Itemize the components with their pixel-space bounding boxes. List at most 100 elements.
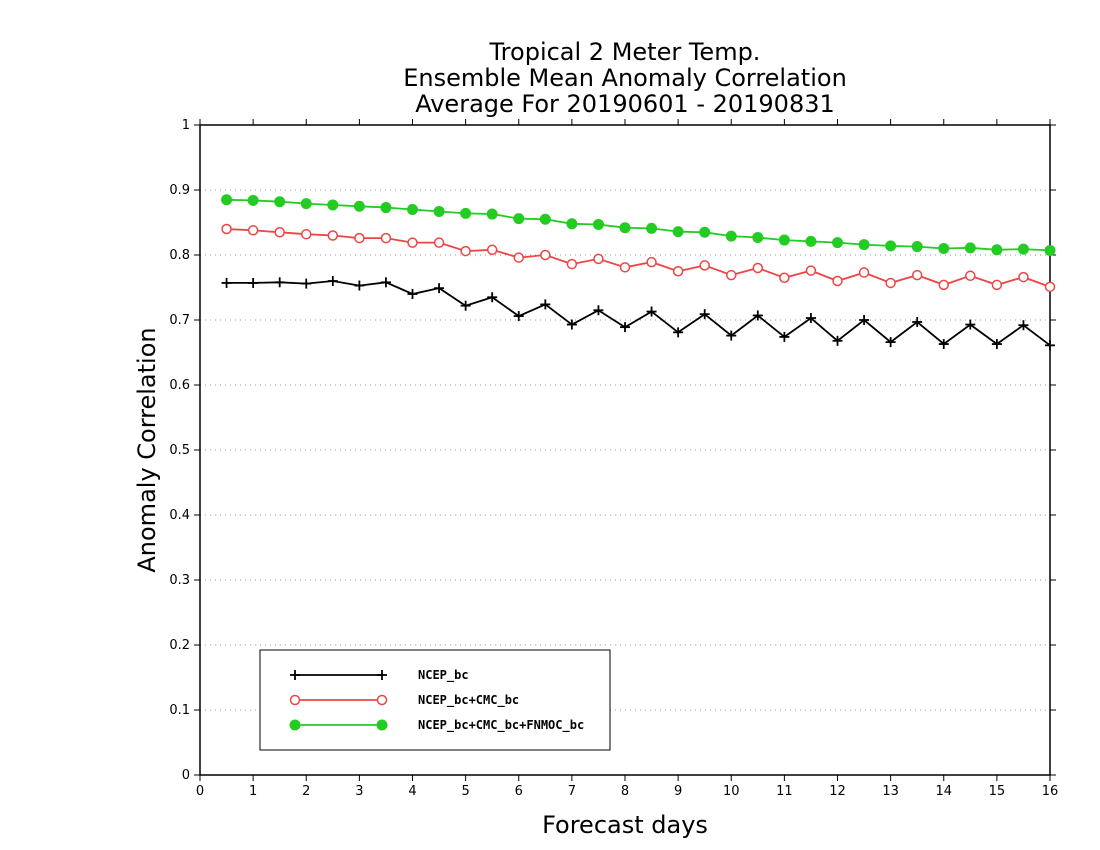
x-tick-label: 4 <box>408 784 416 799</box>
data-point <box>859 315 870 325</box>
data-point <box>965 270 976 282</box>
data-point <box>434 283 445 294</box>
data-point <box>779 272 790 283</box>
legend-marker <box>289 719 301 731</box>
data-point <box>539 213 551 225</box>
data-point <box>247 194 259 206</box>
data-point <box>593 253 604 265</box>
data-point <box>566 218 578 230</box>
x-axis-label: Forecast days <box>542 811 708 839</box>
x-tick-label: 2 <box>302 784 310 799</box>
data-point <box>327 230 339 241</box>
x-tick-label: 13 <box>882 784 899 799</box>
data-point <box>487 292 498 303</box>
data-point <box>274 277 285 288</box>
data-point <box>646 256 657 268</box>
x-tick-label: 10 <box>723 784 740 799</box>
data-point <box>699 309 710 320</box>
data-point <box>540 249 551 261</box>
x-tick-label: 11 <box>776 784 793 799</box>
legend-marker <box>376 694 388 706</box>
data-point <box>619 262 631 273</box>
data-point <box>646 306 657 317</box>
y-tick-label: 0.3 <box>169 573 190 588</box>
data-point <box>407 289 418 299</box>
data-point <box>300 198 312 210</box>
data-point <box>858 267 870 278</box>
data-point <box>566 258 578 270</box>
data-point <box>460 245 471 257</box>
data-point <box>805 313 816 324</box>
data-point <box>938 243 950 254</box>
data-point <box>1018 271 1029 283</box>
legend-item: NCEP_bc+CMC_bc <box>289 693 519 708</box>
data-point <box>1044 244 1056 256</box>
legend-box <box>259 649 611 751</box>
data-point <box>221 223 232 235</box>
data-point <box>938 279 949 291</box>
data-point <box>619 222 631 234</box>
legend-label: NCEP_bc <box>418 668 469 683</box>
data-point <box>380 202 392 214</box>
data-point <box>752 262 764 274</box>
data-point <box>380 232 392 244</box>
y-tick-label: 0.5 <box>169 443 190 458</box>
y-axis-label: Anomaly Correlation <box>133 327 161 572</box>
axis-ticks: 00.10.20.30.40.50.60.70.80.910 1 2 3 4 5 6 7 8 9 1… <box>169 118 1058 799</box>
data-point <box>460 300 471 311</box>
data-point <box>912 316 923 327</box>
data-point <box>274 227 285 238</box>
series-1 <box>221 223 1056 293</box>
data-point <box>778 234 790 246</box>
data-point <box>885 277 896 289</box>
chart-title-line-3: Average For 20190601 - 20190831 <box>415 90 835 118</box>
x-tick-label: 16 <box>1042 784 1059 799</box>
data-point <box>1018 320 1029 331</box>
data-point <box>513 213 525 225</box>
legend: NCEP_bc NCEP_bc+CMC_bc NCEP_bc+CMC_bc+FNMO… <box>259 649 611 751</box>
data-point <box>593 305 604 316</box>
data-point <box>991 279 1003 291</box>
data-point <box>247 225 259 236</box>
x-tick-label: 7 <box>568 784 576 799</box>
x-tick-label: 6 <box>515 784 523 799</box>
data-point <box>726 269 737 281</box>
data-point <box>779 331 790 342</box>
series-line <box>226 228 1051 288</box>
data-point <box>433 205 445 217</box>
legend-marker <box>376 719 388 731</box>
data-point <box>646 222 658 234</box>
y-tick-label: 0.1 <box>169 703 190 718</box>
data-point <box>858 239 870 251</box>
data-point <box>885 240 897 252</box>
x-tick-label: 5 <box>461 784 469 799</box>
legend-marker <box>377 670 387 680</box>
series-2 <box>221 194 1056 256</box>
data-point <box>327 199 339 211</box>
x-tick-label: 15 <box>989 784 1006 799</box>
data-point <box>1044 281 1056 293</box>
data-point <box>965 319 976 330</box>
legend-item: NCEP_bc+CMC_bc+FNMOC_bc <box>289 718 584 733</box>
y-tick-label: 0.9 <box>169 183 190 198</box>
data-point <box>221 277 232 288</box>
data-point <box>460 207 472 219</box>
data-point <box>805 235 817 247</box>
data-point <box>540 299 551 310</box>
data-point <box>991 339 1002 350</box>
legend-marker <box>289 694 301 706</box>
chart-title-line-1: Tropical 2 Meter Temp. <box>489 38 761 66</box>
series-layer <box>221 194 1056 351</box>
legend-marker <box>290 670 300 680</box>
data-point <box>620 322 630 333</box>
data-point <box>433 237 445 248</box>
y-tick-label: 0.7 <box>169 313 190 328</box>
legend-label: NCEP_bc+CMC_bc+FNMOC_bc <box>418 718 584 733</box>
data-point <box>752 310 763 321</box>
data-point <box>699 260 710 271</box>
data-point <box>673 327 684 338</box>
data-point <box>513 252 524 263</box>
data-point <box>513 311 524 322</box>
data-point <box>672 226 684 238</box>
